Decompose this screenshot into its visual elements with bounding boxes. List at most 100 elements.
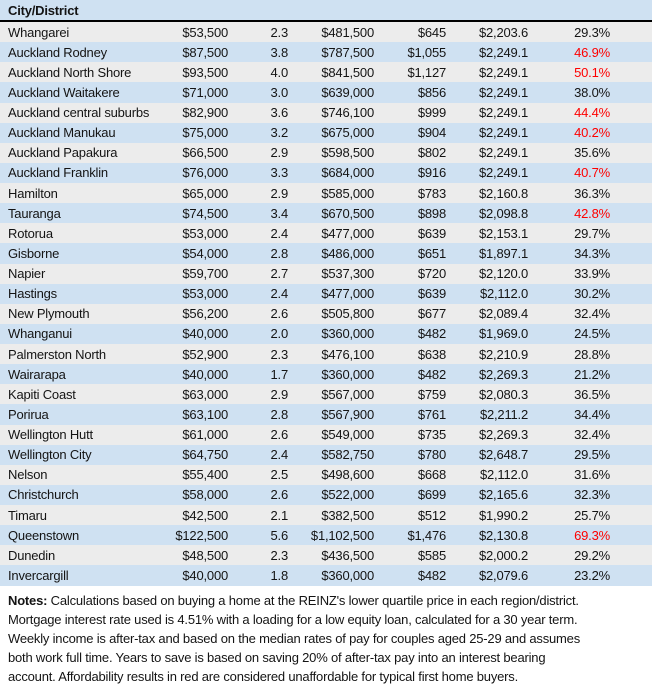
cell-lower-quartile-price: $382,500 [321,507,374,523]
cell-weekly-income: $2,249.1 [478,125,528,141]
cell-weekly-payment: $677 [417,306,446,322]
table-row: Hamilton $65,000 2.9 $585,000 $783 $2,16… [0,183,652,204]
table-row: Auckland central suburbs $82,900 3.6 $74… [0,102,652,123]
cell-affordability-percent: 32.4% [574,306,610,322]
cell-years-to-save: 2.9 [270,185,288,201]
cell-years-to-save: 1.8 [270,567,288,583]
cell-years-to-save: 2.6 [270,306,288,322]
cell-city: Napier [8,266,46,282]
cell-years-to-save: 1.7 [270,366,288,382]
cell-lower-quartile-price: $746,100 [321,105,374,121]
cell-weekly-payment: $735 [417,427,446,443]
cell-deposit: $63,000 [182,386,228,402]
cell-deposit: $55,400 [182,467,228,483]
table-row: Palmerston North $52,900 2.3 $476,100 $6… [0,344,652,365]
cell-lower-quartile-price: $476,100 [321,346,374,362]
cell-weekly-income: $1,969.0 [478,326,528,342]
cell-city: Dunedin [8,547,56,563]
cell-city: Invercargill [8,567,69,583]
table-row: Auckland Papakura $66,500 2.9 $598,500 $… [0,142,652,163]
cell-affordability-percent: 29.7% [574,225,610,241]
table-row: Auckland Rodney $87,500 3.8 $787,500 $1,… [0,42,652,63]
cell-weekly-income: $2,249.1 [478,145,528,161]
cell-affordability-percent: 29.5% [574,447,610,463]
cell-weekly-payment: $802 [417,145,446,161]
cell-weekly-payment: $904 [417,125,446,141]
cell-affordability-percent: 31.6% [574,467,610,483]
cell-lower-quartile-price: $486,000 [321,245,374,261]
cell-deposit: $54,000 [182,245,228,261]
table-row: Gisborne $54,000 2.8 $486,000 $651 $1,89… [0,243,652,264]
cell-weekly-income: $2,000.2 [478,547,528,563]
cell-weekly-income: $2,648.7 [478,447,528,463]
cell-weekly-income: $2,249.1 [478,165,528,181]
cell-weekly-payment: $783 [417,185,446,201]
cell-affordability-percent: 46.9% [574,44,610,60]
cell-years-to-save: 2.6 [270,487,288,503]
cell-weekly-payment: $780 [417,447,446,463]
cell-city: Auckland Manukau [8,125,116,141]
cell-years-to-save: 2.9 [270,145,288,161]
cell-years-to-save: 2.4 [270,286,288,302]
cell-lower-quartile-price: $537,300 [321,266,374,282]
cell-lower-quartile-price: $549,000 [321,427,374,443]
cell-affordability-percent: 38.0% [574,84,610,100]
notes-lines: Notes: Calculations based on buying a ho… [8,591,644,686]
cell-weekly-payment: $720 [417,266,446,282]
cell-deposit: $42,500 [182,507,228,523]
cell-lower-quartile-price: $585,000 [321,185,374,201]
table-row: Porirua $63,100 2.8 $567,900 $761 $2,211… [0,404,652,425]
cell-deposit: $74,500 [182,205,228,221]
table-row: Timaru $42,500 2.1 $382,500 $512 $1,990.… [0,505,652,526]
cell-affordability-percent: 40.2% [574,125,610,141]
cell-lower-quartile-price: $639,000 [321,84,374,100]
cell-weekly-income: $2,211.2 [479,406,528,422]
cell-city: Wellington Hutt [8,427,93,443]
cell-weekly-payment: $1,127 [407,64,446,80]
cell-lower-quartile-price: $567,000 [321,386,374,402]
table-row: Hastings $53,000 2.4 $477,000 $639 $2,11… [0,283,652,304]
notes-text: Calculations based on buying a home at t… [47,592,579,608]
cell-city: Hamilton [8,185,58,201]
cell-weekly-income: $1,897.1 [478,245,528,261]
cell-years-to-save: 3.3 [270,165,288,181]
cell-city: Hastings [8,286,57,302]
cell-affordability-percent: 33.9% [574,266,610,282]
cell-city: Whangarei [8,24,70,40]
cell-years-to-save: 2.1 [270,507,288,523]
cell-city: Auckland central suburbs [8,105,150,121]
table-row: Queenstown $122,500 5.6 $1,102,500 $1,47… [0,525,652,546]
cell-affordability-percent: 29.3% [574,24,610,40]
cell-weekly-payment: $699 [417,487,446,503]
cell-weekly-payment: $898 [417,205,446,221]
cell-city: Kapiti Coast [8,386,76,402]
cell-years-to-save: 5.6 [270,527,288,543]
cell-years-to-save: 2.0 [270,326,288,342]
cell-weekly-payment: $1,055 [407,44,446,60]
cell-weekly-payment: $759 [417,386,446,402]
cell-lower-quartile-price: $522,000 [321,487,374,503]
cell-affordability-percent: 25.7% [574,507,610,523]
cell-lower-quartile-price: $567,900 [321,406,374,422]
cell-weekly-income: $2,112.0 [479,286,528,302]
cell-weekly-income: $2,098.8 [478,205,528,221]
cell-lower-quartile-price: $360,000 [321,366,374,382]
cell-weekly-income: $2,160.8 [478,185,528,201]
cell-deposit: $64,750 [182,447,228,463]
cell-years-to-save: 2.8 [270,406,288,422]
table-row: Nelson $55,400 2.5 $498,600 $668 $2,112.… [0,464,652,485]
cell-deposit: $82,900 [182,105,228,121]
cell-city: Auckland Franklin [8,165,108,181]
notes-line: account. Affordability results in red ar… [8,668,518,684]
cell-weekly-payment: $651 [417,245,446,261]
cell-deposit: $53,000 [182,286,228,302]
table-row: Invercargill $40,000 1.8 $360,000 $482 $… [0,565,652,586]
cell-weekly-payment: $999 [417,105,446,121]
cell-deposit: $59,700 [182,266,228,282]
cell-years-to-save: 3.0 [270,84,288,100]
cell-years-to-save: 4.0 [270,64,288,80]
cell-weekly-payment: $482 [417,366,446,382]
cell-lower-quartile-price: $477,000 [321,225,374,241]
cell-years-to-save: 2.5 [270,467,288,483]
cell-weekly-payment: $645 [417,24,446,40]
